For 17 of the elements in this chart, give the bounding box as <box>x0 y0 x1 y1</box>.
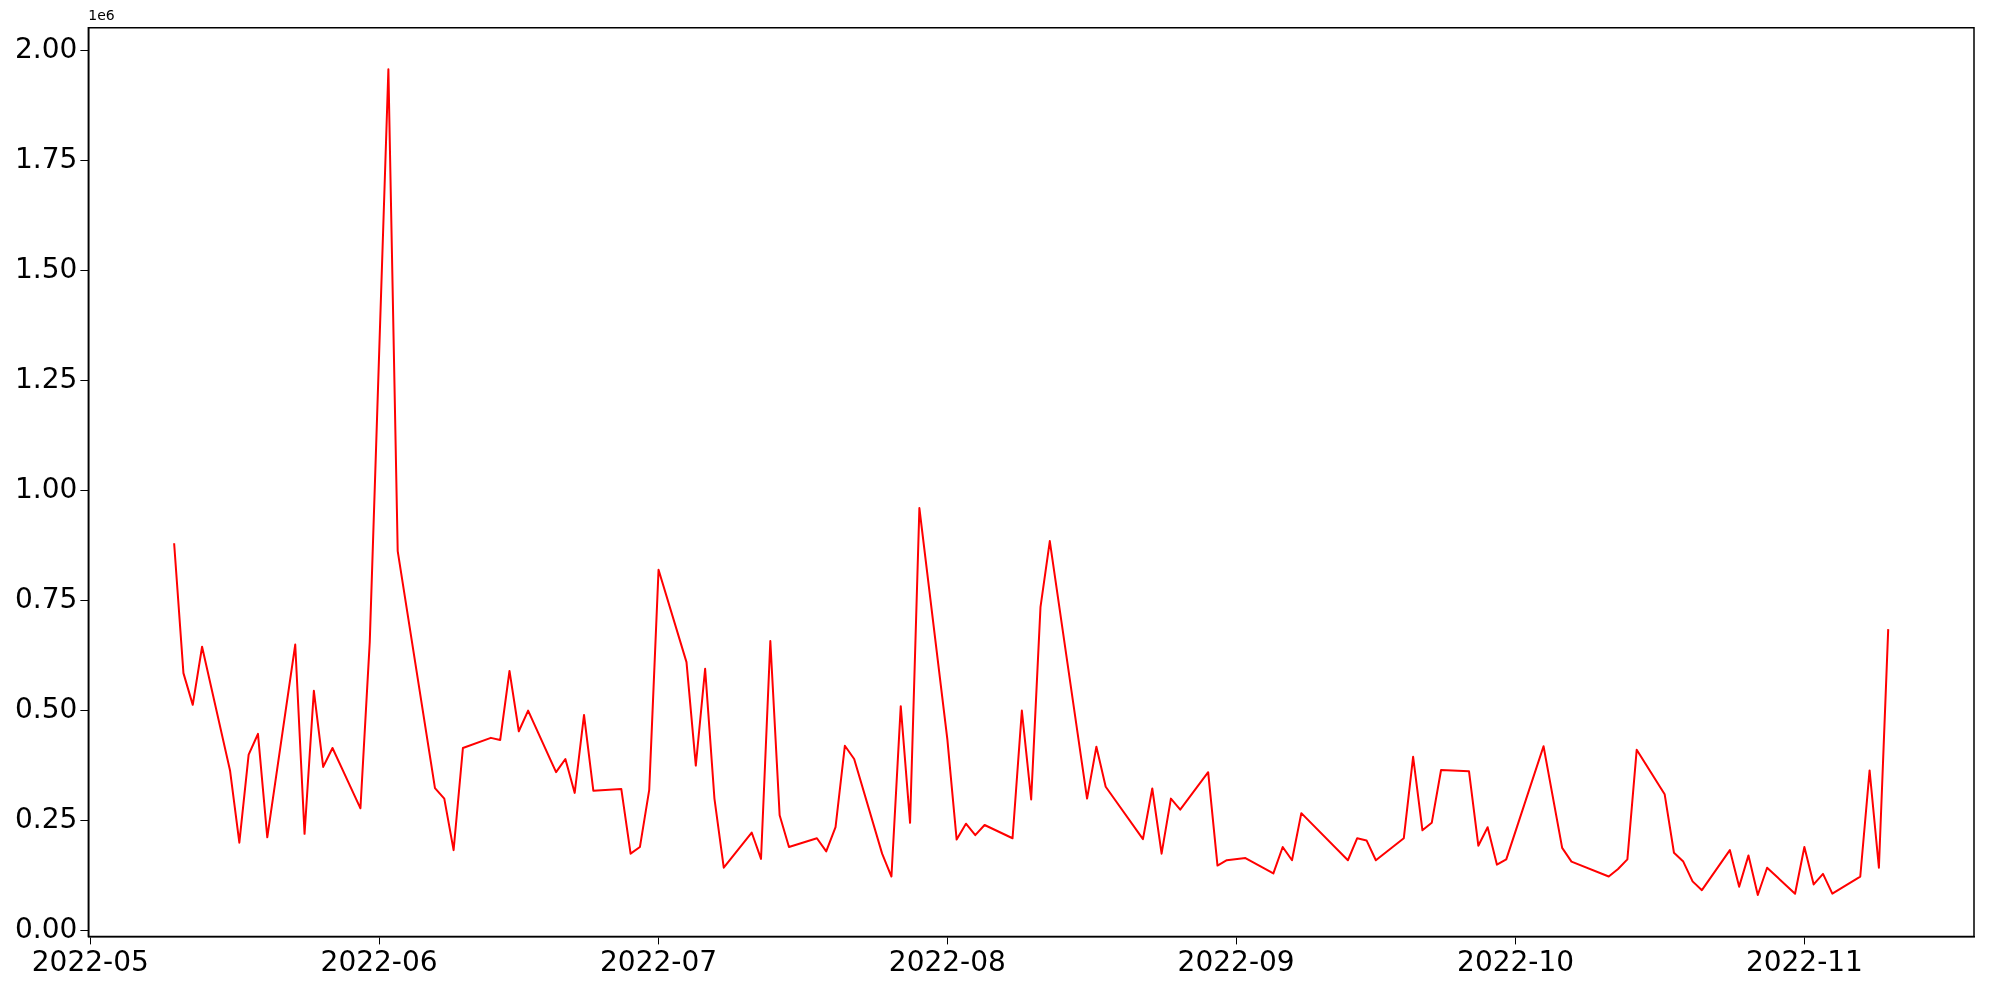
y-tick-label: 1.75 <box>15 141 78 175</box>
y-tick-label: 0.50 <box>15 691 78 725</box>
x-tick-label: 2022-08 <box>888 945 1006 979</box>
y-tick-label: 1.00 <box>15 471 78 505</box>
y-tick-label: 0.00 <box>15 911 78 945</box>
x-tick-label: 2022-05 <box>31 945 149 979</box>
x-tick-label: 2022-10 <box>1457 945 1575 979</box>
text: 1e6 <box>88 7 115 24</box>
y-tick-label: 2.00 <box>15 31 78 65</box>
x-tick-label: 2022-07 <box>600 945 718 979</box>
y-tick-label: 0.75 <box>15 581 78 615</box>
x-tick-label: 2022-11 <box>1745 945 1863 979</box>
y-tick-label: 0.25 <box>15 801 78 835</box>
y-tick-label: 1.25 <box>15 361 78 395</box>
y-tick-label: 1.50 <box>15 251 78 285</box>
x-tick-label: 2022-09 <box>1177 945 1295 979</box>
x-tick-label: 2022-06 <box>320 945 438 979</box>
